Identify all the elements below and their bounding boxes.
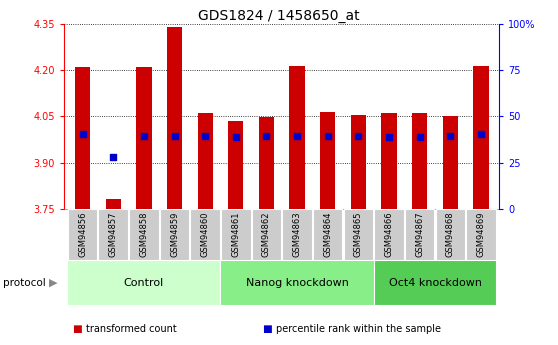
Bar	[351, 115, 366, 209]
Bar	[198, 114, 213, 209]
Point	[232, 134, 240, 140]
Text: GSM94864: GSM94864	[323, 211, 332, 257]
Bar	[228, 121, 243, 209]
Point	[109, 155, 118, 160]
Bar	[405, 209, 435, 260]
Text: GSM94869: GSM94869	[477, 211, 485, 257]
Text: GSM94868: GSM94868	[446, 211, 455, 257]
Bar	[160, 209, 189, 260]
Text: ■: ■	[262, 325, 272, 334]
Bar	[105, 199, 121, 209]
Text: ▶: ▶	[49, 278, 58, 288]
Bar	[68, 209, 97, 260]
Text: Oct4 knockdown: Oct4 knockdown	[388, 278, 482, 288]
Bar	[99, 209, 128, 260]
Bar	[382, 114, 397, 209]
Text: GSM94862: GSM94862	[262, 211, 271, 257]
Bar	[442, 116, 458, 209]
Bar	[290, 66, 305, 209]
Point	[323, 133, 332, 138]
Text: GSM94861: GSM94861	[232, 211, 240, 257]
Point	[262, 134, 271, 139]
Bar	[320, 112, 335, 209]
Point	[140, 133, 148, 138]
Point	[446, 134, 455, 139]
Bar	[344, 209, 373, 260]
Point	[201, 133, 210, 138]
Text: GSM94867: GSM94867	[415, 211, 424, 257]
Text: GSM94860: GSM94860	[201, 211, 210, 257]
Bar	[436, 209, 465, 260]
Text: GSM94857: GSM94857	[109, 211, 118, 257]
Bar	[220, 260, 374, 305]
Point	[477, 131, 485, 137]
Bar	[129, 209, 158, 260]
Point	[170, 133, 179, 138]
Text: GSM94863: GSM94863	[292, 211, 302, 257]
Text: Nanog knockdown: Nanog knockdown	[246, 278, 349, 288]
Text: ■: ■	[73, 325, 82, 334]
Text: GDS1824 / 1458650_at: GDS1824 / 1458650_at	[198, 9, 360, 23]
Text: GSM94856: GSM94856	[78, 211, 87, 257]
Bar	[136, 67, 152, 209]
Text: GSM94858: GSM94858	[140, 211, 148, 257]
Bar	[75, 67, 90, 209]
Bar	[412, 114, 427, 209]
Bar	[259, 117, 274, 209]
Bar	[190, 209, 220, 260]
Point	[78, 131, 87, 137]
Bar	[374, 209, 404, 260]
Bar	[167, 27, 182, 209]
Bar	[374, 260, 497, 305]
Text: Control: Control	[124, 278, 164, 288]
Text: transformed count: transformed count	[86, 325, 177, 334]
Bar	[473, 66, 489, 209]
Text: percentile rank within the sample: percentile rank within the sample	[276, 325, 441, 334]
Text: protocol: protocol	[3, 278, 46, 288]
Point	[415, 134, 424, 140]
Bar	[282, 209, 312, 260]
Bar	[252, 209, 281, 260]
Bar	[313, 209, 343, 260]
Point	[354, 134, 363, 139]
Text: GSM94865: GSM94865	[354, 211, 363, 257]
Bar	[466, 209, 496, 260]
Point	[292, 133, 301, 138]
Bar	[221, 209, 251, 260]
Bar	[67, 260, 220, 305]
Point	[384, 134, 393, 140]
Text: GSM94859: GSM94859	[170, 211, 179, 257]
Text: GSM94866: GSM94866	[384, 211, 393, 257]
